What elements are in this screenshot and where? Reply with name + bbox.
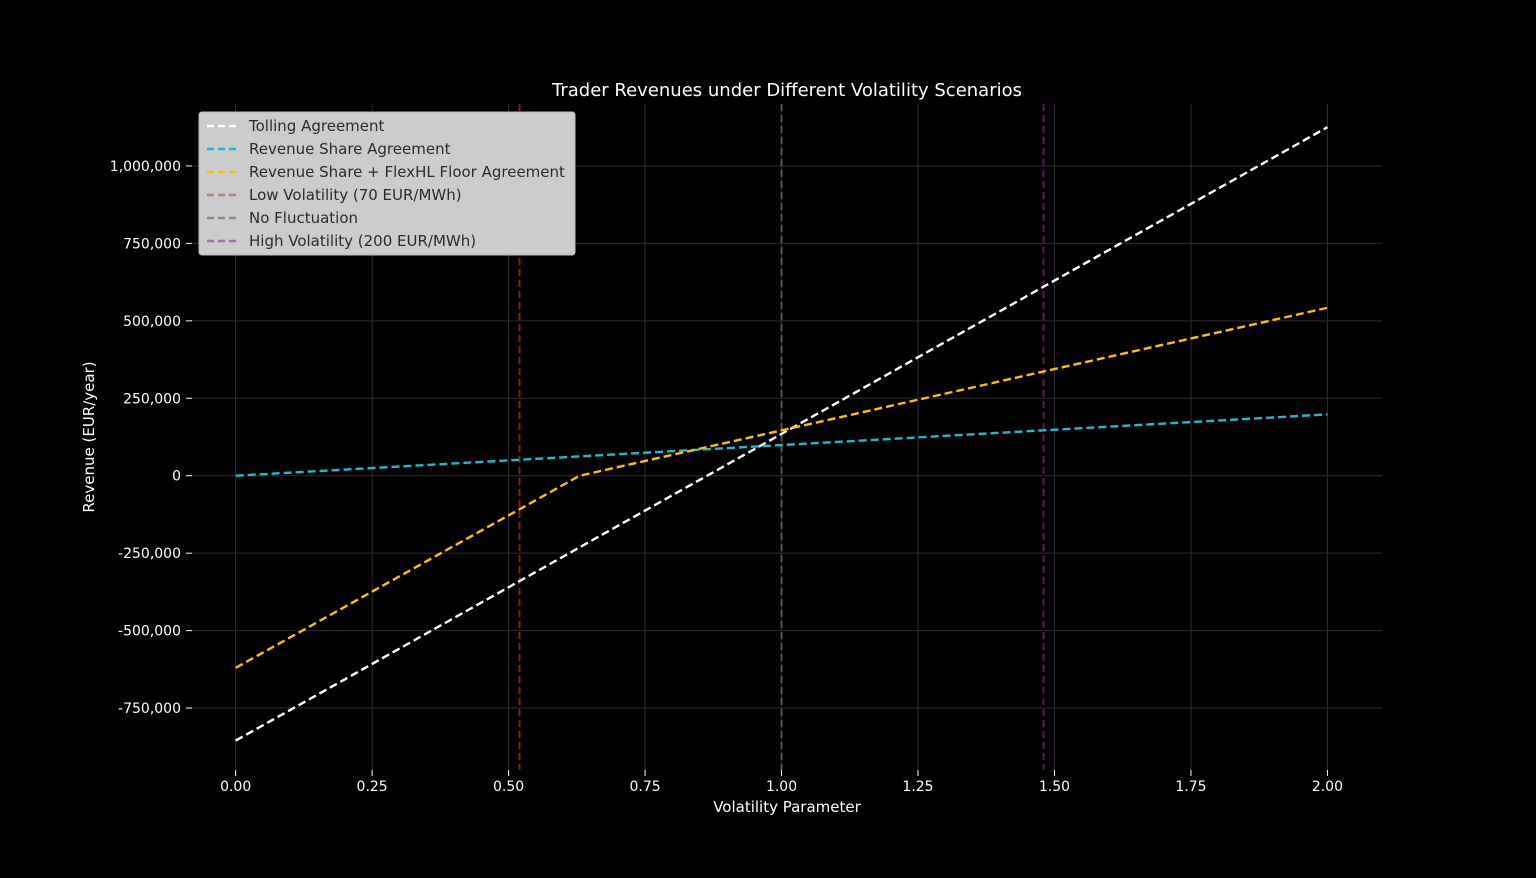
legend-entry: Tolling Agreement [248,117,385,135]
series-line [235,126,1328,742]
series-line [235,306,1328,669]
legend-entry: High Volatility (200 EUR/MWh) [249,232,476,250]
legend-entry: No Fluctuation [249,209,358,227]
x-tick-label: 0.25 [357,779,388,795]
legend-entry: Revenue Share + FlexHL Floor Agreement [249,163,565,181]
x-tick-label: 2.00 [1312,779,1343,795]
y-tick-label: -250,000 [118,546,181,562]
grid [192,104,1382,770]
x-tick-label: 0.75 [629,779,660,795]
legend: Tolling Agreement Revenue Share Agreement… [198,111,576,256]
chart-title: Trader Revenues under Different Volatili… [551,80,1022,101]
y-tick-label: -750,000 [118,701,181,717]
x-axis-ticks: 0.00 0.25 0.50 0.75 1.00 1.25 1.50 1.75 2.00 [220,770,1343,795]
x-tick-label: 1.25 [902,779,933,795]
legend-entry: Revenue Share Agreement [249,140,451,158]
y-axis-ticks: -750,000 -500,000 -250,000 0 250,000 500,000 7… [110,159,192,717]
legend-entry: Low Volatility (70 EUR/MWh) [249,186,462,204]
x-tick-label: 1.00 [766,779,797,795]
y-tick-label: 500,000 [123,314,181,330]
x-tick-label: 1.75 [1175,779,1206,795]
y-tick-label: -500,000 [118,624,181,640]
y-axis-label: Revenue (EUR/year) [80,361,98,512]
y-tick-label: 250,000 [123,391,181,407]
y-tick-label: 750,000 [123,236,181,252]
y-tick-label: 1,000,000 [110,159,181,175]
series-lines [235,126,1328,742]
series-line [235,413,1328,477]
x-tick-label: 0.00 [220,779,251,795]
x-axis-label: Volatility Parameter [713,798,861,816]
x-tick-label: 1.50 [1039,779,1070,795]
x-tick-label: 0.50 [493,779,524,795]
legend-box [198,111,576,256]
y-tick-label: 0 [172,469,181,485]
reference-lines [518,104,1045,770]
